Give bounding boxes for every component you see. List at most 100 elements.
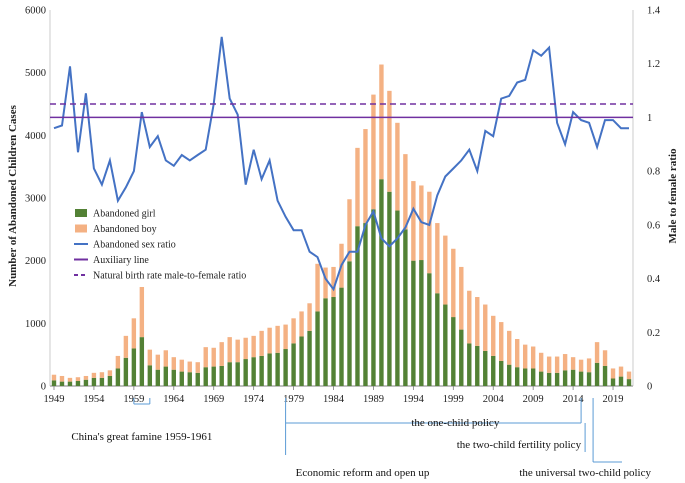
bar-girl bbox=[562, 370, 568, 386]
bar-girl bbox=[259, 355, 264, 386]
x-tick-label: 1969 bbox=[203, 394, 224, 405]
bar-girl bbox=[203, 367, 208, 386]
right-y-tick-labels: 0 0.2 0.4 0.6 0.8 1 1.2 1.4 bbox=[647, 6, 661, 393]
bar-girl bbox=[618, 376, 624, 386]
y2-tick-label: 1 bbox=[647, 113, 652, 124]
bar-boy bbox=[554, 356, 560, 373]
bar-girl bbox=[163, 366, 168, 386]
bar-girl bbox=[131, 348, 137, 386]
bar-boy bbox=[491, 315, 496, 356]
bar-boy bbox=[139, 286, 145, 338]
bar-girl bbox=[299, 336, 304, 386]
bar-girl bbox=[491, 355, 496, 386]
legend-label: Abandoned sex ratio bbox=[93, 240, 176, 251]
bar-boy bbox=[522, 344, 528, 369]
bar-boy bbox=[331, 266, 336, 298]
bar-boy bbox=[499, 322, 504, 361]
x-tick-label: 2004 bbox=[483, 394, 505, 405]
bar-girl bbox=[483, 350, 488, 386]
x-tick-label: 2014 bbox=[563, 394, 585, 405]
bar-girl bbox=[355, 226, 360, 386]
y2-tick-label: 0.2 bbox=[647, 328, 660, 339]
x-tick-label: 1994 bbox=[403, 394, 425, 405]
bar-boy bbox=[530, 346, 536, 369]
bar-boy bbox=[235, 339, 240, 363]
bar-girl bbox=[195, 372, 200, 386]
bar-boy bbox=[570, 357, 576, 370]
bar-girl bbox=[475, 345, 480, 386]
bar-boy bbox=[467, 290, 472, 344]
bar-girl bbox=[315, 311, 320, 386]
y-tick-label: 0 bbox=[41, 382, 46, 393]
y-tick-label: 3000 bbox=[25, 194, 46, 205]
bar-boy bbox=[115, 355, 121, 369]
y2-tick-label: 0.4 bbox=[647, 274, 661, 285]
bar-boy bbox=[562, 354, 568, 371]
y-tick-label: 1000 bbox=[25, 319, 46, 330]
bar-boy bbox=[483, 304, 488, 351]
bar-boy bbox=[275, 325, 280, 353]
bar-girl bbox=[403, 229, 408, 386]
bar-boy bbox=[171, 357, 176, 370]
bar-boy bbox=[515, 339, 520, 368]
bar-boy bbox=[427, 191, 432, 274]
annotation-famine: China's great famine 1959-1961 bbox=[71, 431, 212, 443]
bar-girl bbox=[227, 362, 232, 386]
bar-boy bbox=[315, 263, 320, 312]
bar-girl bbox=[59, 381, 65, 386]
bar-girl bbox=[91, 377, 97, 386]
bar-girl bbox=[602, 365, 608, 386]
bar-boy bbox=[507, 330, 512, 365]
bar-boy bbox=[51, 374, 57, 381]
bar-boy bbox=[227, 337, 232, 363]
bar-girl bbox=[347, 261, 352, 386]
y2-tick-label: 0.8 bbox=[647, 167, 660, 178]
bar-boy bbox=[75, 377, 81, 381]
bar-girl bbox=[307, 330, 312, 386]
bar-boy bbox=[219, 342, 224, 366]
bar-girl bbox=[387, 191, 392, 386]
bar-girl bbox=[610, 378, 616, 386]
bar-boy bbox=[387, 90, 392, 192]
bar-boy bbox=[299, 311, 304, 337]
y-tick-label: 6000 bbox=[25, 6, 46, 17]
lines bbox=[50, 36, 633, 292]
bar-girl bbox=[411, 260, 416, 386]
bar-girl bbox=[267, 353, 272, 386]
bar-boy bbox=[307, 303, 312, 331]
bar-boy bbox=[594, 342, 600, 363]
bar-girl bbox=[75, 380, 81, 386]
bar-boy bbox=[610, 368, 616, 379]
bar-boy bbox=[602, 350, 608, 366]
annotations: China's great famine 1959-1961 the one-ch… bbox=[71, 398, 651, 479]
bar-girl bbox=[467, 343, 472, 386]
bar-boy bbox=[243, 337, 248, 360]
bar-girl bbox=[243, 359, 248, 386]
bar-girl bbox=[83, 379, 89, 386]
x-tick-label: 1964 bbox=[163, 394, 185, 405]
bar-boy bbox=[155, 354, 161, 370]
bar-girl bbox=[291, 343, 296, 386]
bar-girl bbox=[123, 357, 129, 386]
annotation-one-child: the one-child policy bbox=[411, 417, 499, 429]
bar-girl bbox=[499, 360, 504, 386]
bar-boy bbox=[91, 372, 97, 378]
bar-girl bbox=[51, 380, 57, 386]
bar-boy bbox=[251, 335, 256, 358]
bar-girl bbox=[67, 381, 73, 386]
legend-swatch bbox=[75, 209, 87, 217]
bar-boy bbox=[395, 122, 400, 211]
bar-girl bbox=[251, 357, 256, 386]
x-tick-label: 1949 bbox=[43, 394, 64, 405]
bar-boy bbox=[578, 359, 584, 372]
y2-tick-label: 1.2 bbox=[647, 59, 660, 70]
legend-swatch bbox=[75, 224, 87, 233]
x-tick-labels: 1949 1954 1959 1964 1969 1974 1979 1984 1989 1994… bbox=[43, 386, 624, 405]
bar-girl bbox=[211, 366, 216, 386]
bar-boy bbox=[403, 154, 408, 230]
bar-boy bbox=[451, 248, 456, 318]
bar-boy bbox=[283, 324, 288, 350]
bar-girl bbox=[459, 329, 464, 386]
bar-girl bbox=[379, 179, 384, 386]
